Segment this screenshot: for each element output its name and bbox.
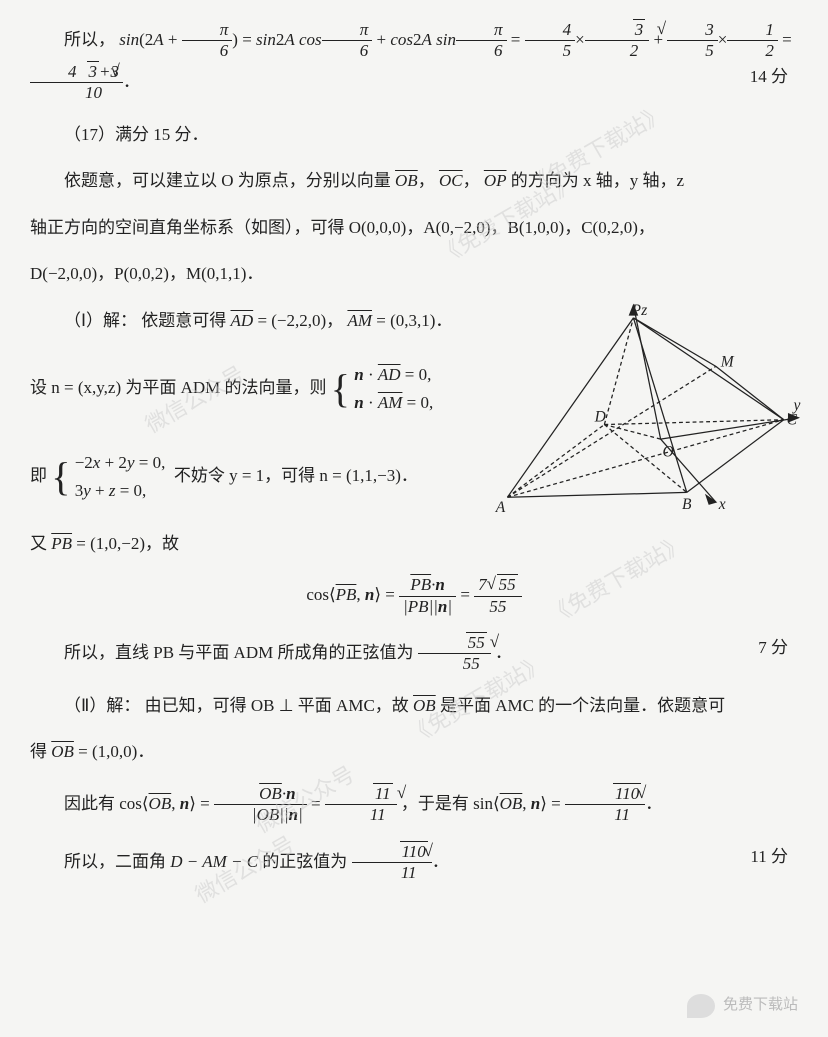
part1-brace2: 即 { −2x + 2y = 0, 3y + z = 0, 不妨令 y = 1，… [30,441,460,513]
geometry-diagram: P M D O A B C x y z [488,300,808,520]
wechat-icon [687,994,715,1018]
svg-text:C: C [787,412,798,429]
conclusion-2: 所以，二面角 D − AM − C 的正弦值为 11011． 11 分 [30,842,798,884]
part2-cos-eq: 因此有 cos⟨OB, n⟩ = OB·n|OB||n| = 1111 ，于是有… [30,784,798,826]
score-badge: 14 分 [716,62,788,93]
svg-text:x: x [718,496,726,513]
part2-opening: （Ⅱ）解： 由已知，可得 OB ⊥ 平面 AMC，故 OB 是平面 AMC 的一… [30,691,798,722]
q17-setup-1: 依题意，可以建立以 O 为原点，分别以向量 OB， OC， OP 的方向为 x … [30,166,798,197]
pb-line: 又 PB = (1,0,−2)，故 [30,529,798,560]
prefix-text: 所以， [64,30,115,49]
part2-ob: 得 OB = (1,0,0)． [30,737,798,768]
q17-setup-2: 轴正方向的空间直角坐标系（如图），可得 O(0,0,0)，A(0,−2,0)，B… [30,213,798,244]
svg-text:D: D [594,409,606,426]
score-badge: 7 分 [724,633,788,664]
q17-setup-3: D(−2,0,0)，P(0,0,2)，M(0,1,1)． [30,259,798,290]
footer-logo: 免费下载站 [687,992,798,1019]
svg-text:A: A [495,499,506,516]
eq-line-1: 所以， sin(2A + π6) = sin2A cosπ6 + cos2A s… [30,20,798,104]
cos-pb-eq: cos⟨PB, n⟩ = PB·n|PB||n| = 75555 [30,575,798,617]
part1-setn: 设 n = (x,y,z) 为平面 ADM 的法向量，则 { n · AD = … [30,353,460,425]
svg-text:M: M [720,353,735,370]
svg-text:z: z [640,302,647,319]
q17-header: （17）满分 15 分． [30,120,798,151]
part1-opening: （Ⅰ）解： 依题意可得 AD = (−2,2,0)， AM = (0,3,1)． [30,306,460,337]
svg-text:P: P [631,302,642,319]
conclusion-1: 所以，直线 PB 与平面 ADM 所成角的正弦值为 5555 ． 7 分 [30,633,798,675]
svg-text:O: O [663,444,674,461]
svg-text:B: B [682,496,692,513]
svg-text:y: y [791,397,800,414]
footer-text: 免费下载站 [723,992,798,1019]
score-badge: 11 分 [716,842,788,873]
